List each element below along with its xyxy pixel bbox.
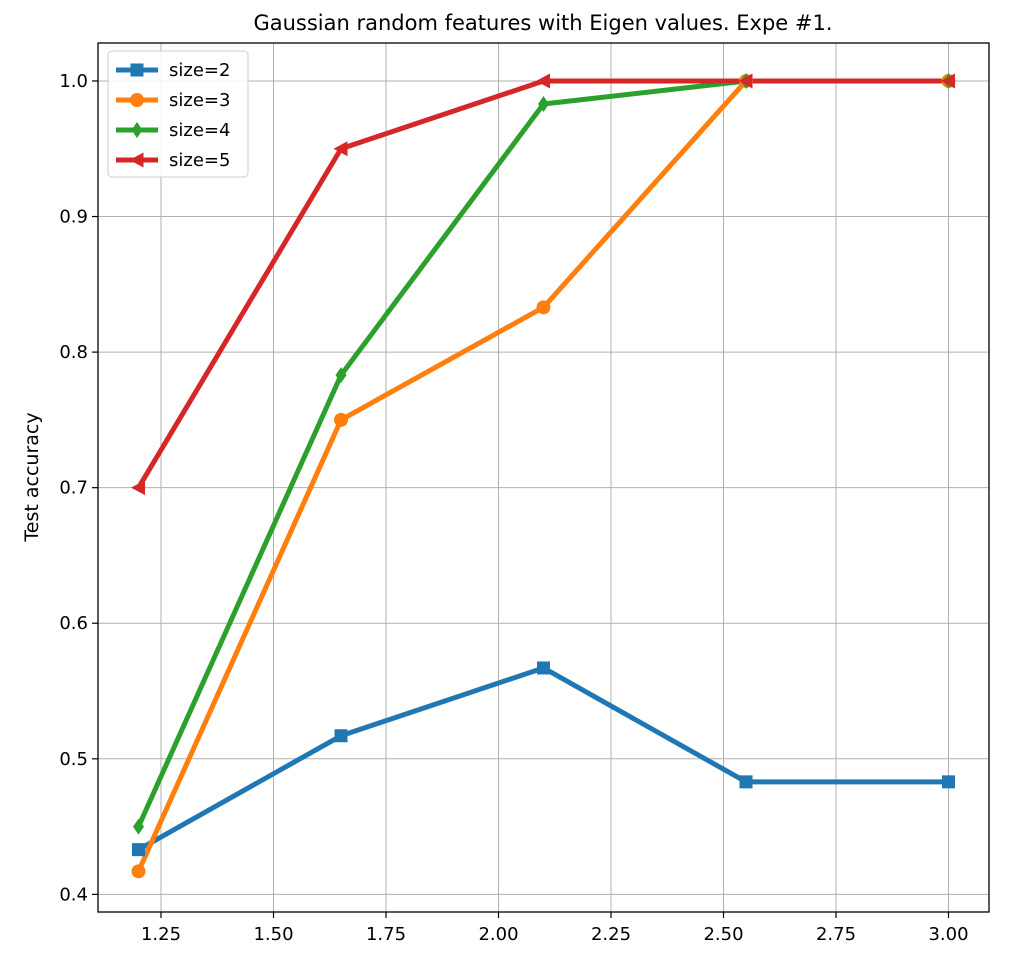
x-tick-label: 2.50 [703,924,743,945]
chart-title: Gaussian random features with Eigen valu… [253,11,832,35]
data-point-size-2 [132,843,145,857]
data-point-size-5 [941,73,955,89]
data-point-size-2 [942,775,955,789]
y-tick-label: 0.8 [59,342,88,363]
y-axis-label: Test accuracy [21,412,43,542]
data-point-size-2 [739,775,753,789]
data-point-size-5 [333,141,348,157]
y-tick-label: 1.0 [59,71,88,92]
legend-label-size-4: size=4 [169,120,230,141]
x-tick-label: 2.75 [816,924,856,945]
x-tick-label: 2.00 [478,924,518,945]
data-point-size-2 [334,729,348,743]
axis-ticks: 1.25 1.50 1.75 2.00 2.25 2.50 2.75 3.00 0.4 0.5 0.… [59,71,968,945]
data-point-size-2 [537,661,550,675]
data-point-size-5 [131,480,145,496]
legend-label-size-5: size=5 [169,150,230,171]
data-point-size-4 [133,818,144,835]
x-tick-label: 1.25 [141,924,181,945]
x-tick-label: 2.25 [591,924,631,945]
data-point-size-5 [536,73,550,89]
legend-marker-size-3 [130,93,144,107]
legend-marker-size-4 [131,122,143,138]
y-tick-label: 0.9 [59,207,88,228]
x-tick-label: 3.00 [928,924,968,945]
y-tick-label: 0.5 [59,749,88,770]
legend-label-size-2: size=2 [169,60,230,81]
x-tick-label: 1.50 [253,924,293,945]
y-tick-label: 0.7 [59,478,88,499]
data-point-size-3 [334,412,348,427]
plot-frame [97,42,990,913]
legend-marker-size-2 [130,63,144,77]
y-tick-label: 0.4 [59,884,88,905]
y-tick-label: 0.6 [59,613,88,634]
legend-box [107,50,249,178]
data-point-size-3 [536,300,551,315]
series-markers [131,72,956,879]
data-point-size-5 [738,73,753,89]
data-point-size-4 [335,367,347,384]
data-point-size-4 [538,96,549,113]
legend: size=2 size=3 size=4 size=5 [107,50,249,178]
data-point-size-3 [131,864,146,879]
x-tick-label: 1.75 [366,924,406,945]
legend-label-size-3: size=3 [169,90,230,111]
legend-marker-size-5 [129,152,144,168]
